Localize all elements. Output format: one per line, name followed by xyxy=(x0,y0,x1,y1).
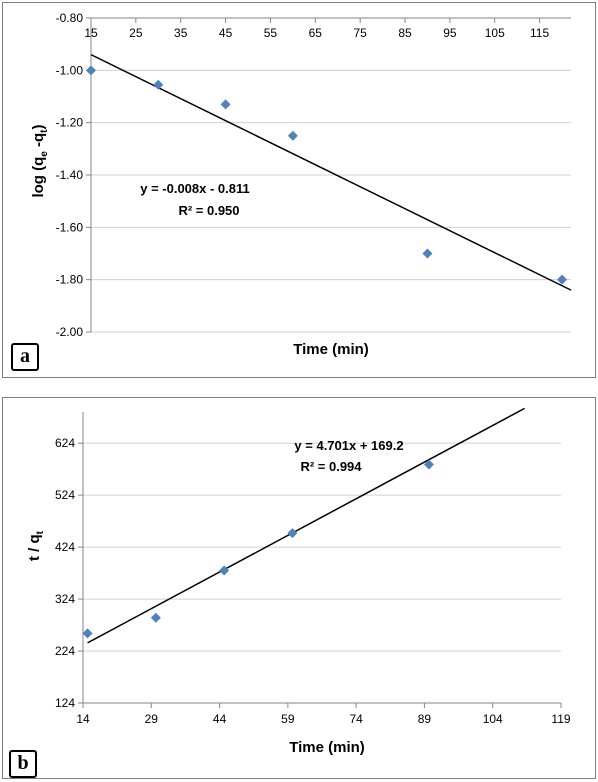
x-tick-label-a-7: 85 xyxy=(398,26,412,40)
y-tick-label-b-4: 524 xyxy=(55,488,75,502)
equation-label-b: y = 4.701x + 169.2 xyxy=(294,438,403,453)
x-tick-label-b-7: 119 xyxy=(551,712,570,726)
data-point-b-2 xyxy=(219,565,230,576)
y-tick-label-a-4: -1.60 xyxy=(56,220,84,234)
equation-label-a: y = -0.008x - 0.811 xyxy=(140,181,250,196)
y-title-a-part-4: ) xyxy=(30,124,47,129)
x-tick-label-a-10: 115 xyxy=(530,26,549,40)
chart-b-svg: 124 224 324 424 524 624 14 29 44 59 74 89 104 119 y = … xyxy=(26,407,571,756)
r-squared-label-b: R² = 0.994 xyxy=(300,459,362,474)
x-tick-label-a-8: 95 xyxy=(443,26,457,40)
x-axis-title-b: Time (min) xyxy=(289,739,365,756)
y-title-a-part-3: t xyxy=(39,129,50,133)
data-point-b-3 xyxy=(287,528,298,539)
data-point-b-1 xyxy=(150,612,161,623)
r-squared-label-a: R² = 0.950 xyxy=(178,203,239,218)
y-tick-label-b-3: 424 xyxy=(55,540,75,554)
chart-panel-a: -0.80 -1.00 -1.20 -1.40 -1.60 -1.80 -2.00 15 25 3… xyxy=(2,2,596,378)
chart-panel-b: 124 224 324 424 524 624 14 29 44 59 74 89 104 119 y = … xyxy=(2,397,596,779)
y-tick-label-a-0: -0.80 xyxy=(56,11,84,25)
y-tick-label-b-0: 124 xyxy=(55,696,75,710)
data-point-b-0 xyxy=(82,628,93,639)
y-tick-label-b-5: 624 xyxy=(55,436,75,450)
x-tick-label-a-3: 45 xyxy=(219,26,233,40)
x-axis-title-a: Time (min) xyxy=(293,341,369,358)
x-tick-label-a-4: 55 xyxy=(264,26,278,40)
x-tick-label-b-3: 59 xyxy=(281,712,295,726)
data-point-a-5 xyxy=(557,274,568,285)
data-point-a-4 xyxy=(422,248,433,259)
x-tick-label-a-5: 65 xyxy=(309,26,323,40)
trendline-a xyxy=(90,53,572,291)
panel-label-a: a xyxy=(11,343,39,371)
x-tick-label-a-1: 25 xyxy=(129,26,143,40)
y-tick-label-a-2: -1.20 xyxy=(56,116,84,130)
x-tick-label-a-2: 35 xyxy=(174,26,188,40)
panel-label-b: b xyxy=(9,750,37,778)
y-title-a-part-0: log (q xyxy=(30,157,47,198)
y-title-b-part-1: t xyxy=(35,530,46,534)
x-tick-label-b-5: 89 xyxy=(418,712,432,726)
y-tick-label-b-2: 324 xyxy=(55,592,75,606)
y-tick-label-a-6: -2.00 xyxy=(56,325,84,339)
x-tick-label-b-1: 29 xyxy=(145,712,159,726)
y-title-a-part-2: -q xyxy=(30,133,47,151)
y-title-a-part-1: e xyxy=(39,151,50,157)
data-point-a-1 xyxy=(153,79,164,90)
trendline-b xyxy=(87,407,525,644)
chart-a-svg: -0.80 -1.00 -1.20 -1.40 -1.60 -1.80 -2.00 15 25 3… xyxy=(30,11,572,358)
data-point-a-2 xyxy=(220,99,231,110)
y-tick-label-b-1: 224 xyxy=(55,644,75,658)
x-tick-label-b-0: 14 xyxy=(76,712,90,726)
data-point-b-4 xyxy=(423,459,434,470)
y-tick-label-a-1: -1.00 xyxy=(56,63,84,77)
x-tick-label-a-0: 15 xyxy=(84,26,98,40)
y-tick-label-a-5: -1.80 xyxy=(56,273,84,287)
data-point-a-0 xyxy=(86,65,96,76)
x-tick-label-a-9: 105 xyxy=(485,26,505,40)
y-title-b-part-0: t / q xyxy=(26,534,43,561)
y-axis-title-b: t / qt xyxy=(26,530,46,561)
x-tick-label-a-6: 75 xyxy=(353,26,367,40)
data-point-a-3 xyxy=(287,130,298,141)
y-tick-label-a-3: -1.40 xyxy=(56,168,84,182)
y-axis-title-a: log (qe -qt) xyxy=(30,124,50,197)
x-tick-label-b-6: 104 xyxy=(483,712,503,726)
x-tick-label-b-2: 44 xyxy=(213,712,227,726)
x-tick-label-b-4: 74 xyxy=(349,712,363,726)
